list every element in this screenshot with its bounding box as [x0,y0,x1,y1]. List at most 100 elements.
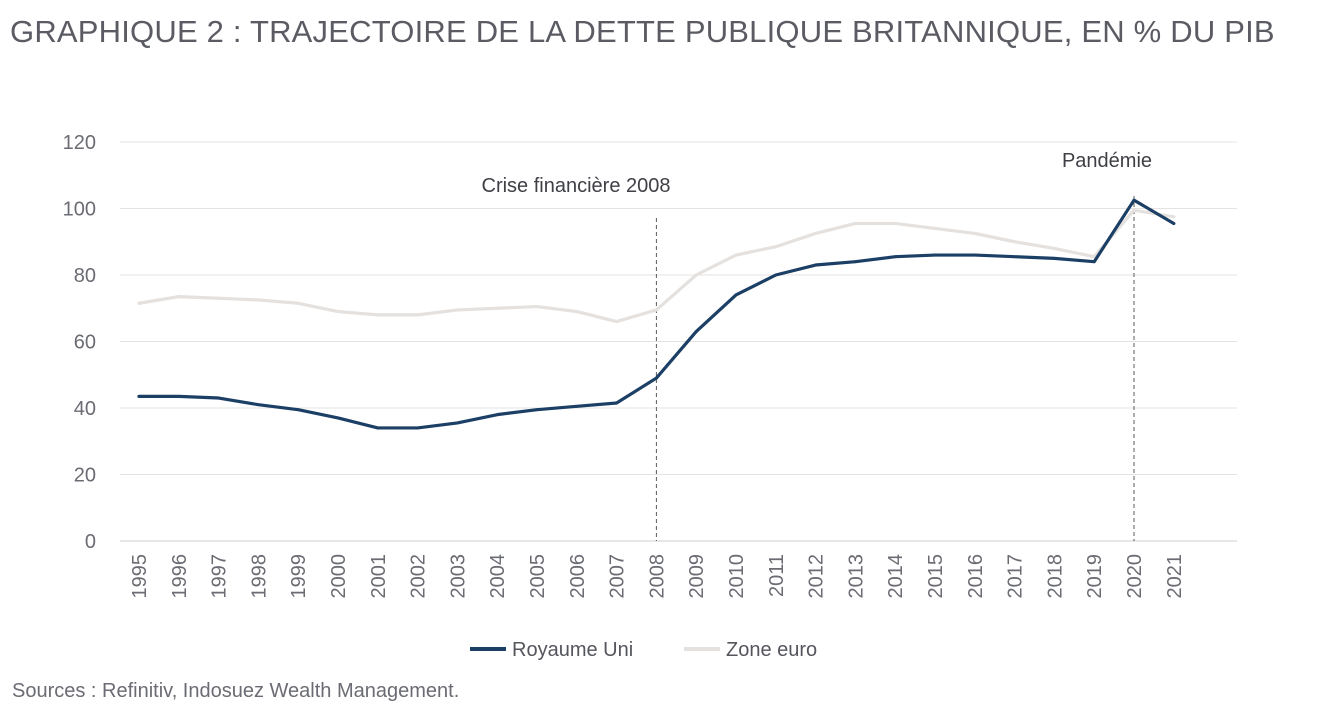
x-tick-label: 1998 [248,554,270,599]
x-tick-label: 2002 [408,554,430,599]
source-note: Sources : Refinitiv, Indosuez Wealth Man… [12,680,460,702]
data-point [893,222,897,225]
data-point [655,308,658,312]
data-point [774,273,778,277]
data-point [973,232,977,235]
x-tick-label: 2016 [965,554,987,599]
data-point [416,313,419,317]
data-point [734,253,738,257]
x-tick-label: 2006 [567,554,589,599]
y-tick-label: 120 [63,132,96,154]
data-point [177,295,181,299]
x-tick-label: 2021 [1164,554,1186,599]
data-point [376,313,380,317]
data-point [535,305,539,308]
data-point [933,227,937,230]
data-point [137,301,141,305]
x-tick-label: 2001 [368,554,390,599]
data-point [336,310,340,313]
y-tick-label: 100 [63,199,96,221]
data-point [1132,208,1136,212]
x-tick-label: 2020 [1124,554,1146,599]
y-tick-label: 40 [74,398,96,420]
x-tick-label: 2019 [1084,554,1106,599]
x-tick-label: 2013 [845,554,867,599]
x-tick-label: 1999 [288,554,310,599]
x-tick-label: 2010 [726,554,748,599]
data-point [456,421,459,425]
data-point [615,320,618,323]
data-point [1172,215,1176,219]
data-point [933,253,937,257]
x-tick-label: 2014 [885,554,907,599]
chart-title: GRAPHIQUE 2 : TRAJECTOIRE DE LA DETTE PU… [10,14,1275,49]
data-point [296,408,300,412]
y-tick-label: 80 [74,265,96,287]
x-tick-label: 2017 [1005,554,1027,599]
data-point [814,232,817,235]
data-point [1013,255,1016,259]
data-point [296,301,300,305]
data-point [257,403,260,407]
y-axis-ticks: 0 20 40 60 80 100 120 [63,132,96,553]
data-point [137,394,141,398]
data-point [376,426,380,430]
data-point [217,296,221,300]
data-point [535,408,539,412]
x-tick-label: 2015 [925,554,947,599]
y-tick-label: 0 [85,531,96,553]
data-point [336,416,340,420]
gridlines [120,141,1237,542]
data-point [1013,240,1016,244]
data-point [575,404,579,408]
annotation-label: Pandémie [1062,150,1152,172]
data-point [257,298,260,302]
x-tick-label: 2008 [646,554,668,599]
legend-label: Royaume Uni [512,639,633,661]
data-point [615,401,618,405]
data-point [495,306,499,310]
data-point [694,330,698,333]
x-tick-label: 2004 [487,554,509,599]
x-axis-ticks: 1995 1996 1997 1998 1999 2000 2001 2002 2003 2004… [129,554,1186,599]
x-tick-label: 2011 [766,554,788,597]
x-tick-label: 2000 [328,554,350,599]
data-point [854,260,857,264]
x-tick-label: 2007 [607,554,629,599]
data-point [177,394,181,398]
series-lines [137,198,1176,430]
legend-label: Zone euro [726,639,817,661]
x-tick-label: 2005 [527,554,549,599]
data-point [1053,256,1056,260]
data-point [655,376,658,380]
data-point [893,255,897,259]
x-tick-label: 1995 [129,554,151,599]
x-tick-label: 2018 [1044,554,1066,599]
y-tick-label: 60 [74,332,96,354]
x-tick-label: 2012 [806,554,828,599]
data-point [774,245,778,249]
data-point [416,426,419,430]
data-point [854,222,857,225]
data-point [495,413,499,417]
data-point [734,293,738,297]
annotation-label: Crise financière 2008 [482,175,671,197]
data-point [1132,198,1136,202]
data-point [1092,255,1096,259]
data-point [1053,247,1056,250]
x-tick-label: 2003 [447,554,469,599]
x-tick-label: 1996 [169,554,191,599]
x-tick-label: 1997 [209,554,231,599]
data-point [217,396,221,400]
data-point [814,263,817,267]
data-point [1092,260,1096,264]
data-point [456,308,459,312]
x-tick-label: 2009 [686,554,708,599]
data-point [973,253,977,257]
data-point [575,310,579,313]
data-point [1172,222,1176,225]
legend: Royaume Uni Zone euro [470,639,817,661]
y-tick-label: 20 [74,465,96,487]
data-point [694,273,698,277]
